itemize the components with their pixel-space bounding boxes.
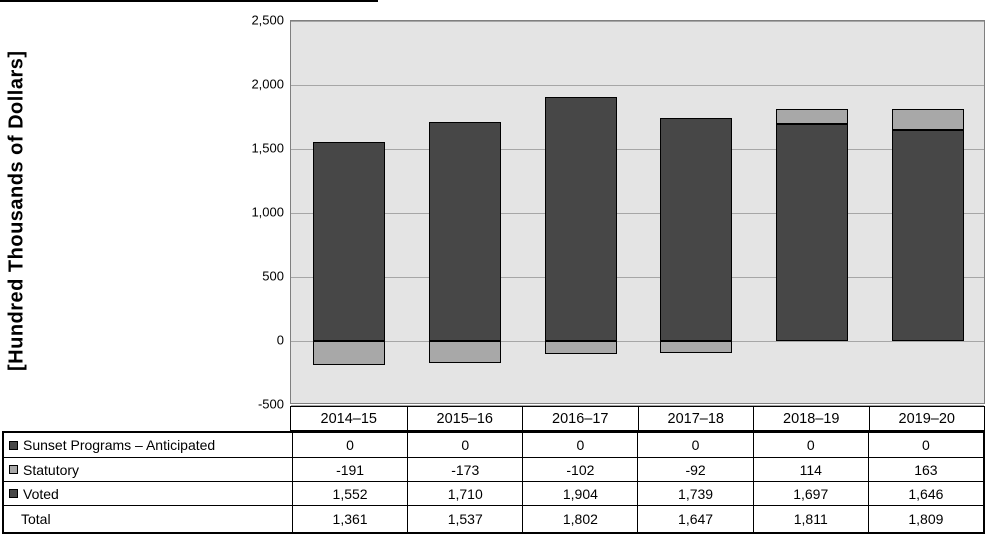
- bar-statutory-2016–17: [544, 341, 617, 355]
- x-axis-category-label: 2019–20: [868, 407, 985, 430]
- series-label-cell: Statutory: [4, 457, 292, 481]
- plot-area: [290, 20, 985, 406]
- gridline: [291, 213, 984, 214]
- gridline: [291, 341, 984, 342]
- series-value-cell: 0: [522, 433, 637, 457]
- series-value-cell: 1,904: [522, 481, 638, 505]
- x-axis-category-label: 2017–18: [637, 407, 754, 430]
- bar-voted-2014–15: [312, 142, 385, 341]
- series-value-cell: -92: [637, 457, 753, 481]
- top-rule: [0, 0, 378, 2]
- bar-statutory-2017–18: [660, 341, 733, 353]
- gridline: [291, 277, 984, 278]
- bar-voted-2017–18: [660, 118, 733, 341]
- series-value-cell: 114: [752, 457, 868, 481]
- y-axis-tick-label: 1,500: [251, 140, 284, 156]
- data-table: Sunset Programs – Anticipated 0 0 0 0 0 0 Statu…: [2, 431, 985, 534]
- series-name: Sunset Programs – Anticipated: [23, 437, 216, 453]
- gridline: [291, 405, 984, 406]
- y-axis-tick-label: 2,500: [251, 12, 284, 28]
- bar-voted-2016–17: [544, 97, 617, 341]
- bar-voted-2019–20: [892, 130, 965, 341]
- total-value-cell: 1,802: [522, 505, 638, 532]
- series-value-cell: 0: [292, 433, 407, 457]
- series-value-cell: 0: [637, 433, 752, 457]
- series-value-cell: 1,552: [292, 481, 408, 505]
- bar-voted-2015–16: [428, 122, 501, 341]
- x-axis-category-header: 2014–15 2015–16 2016–17 2017–18 2018–19 2019–…: [290, 406, 985, 431]
- gridline: [291, 149, 984, 150]
- series-label-cell: Sunset Programs – Anticipated: [4, 433, 292, 457]
- series-value-cell: 0: [407, 433, 522, 457]
- total-label-cell: Total: [4, 505, 292, 532]
- bar-voted-2018–19: [776, 123, 849, 341]
- total-value-cell: 1,809: [867, 505, 983, 532]
- bar-statutory-2014–15: [312, 341, 385, 366]
- bar-statutory-2018–19: [776, 109, 849, 124]
- y-axis-tick-label: -500: [257, 396, 284, 412]
- y-axis-title: [Hundred Thousands of Dollars]: [5, 50, 28, 372]
- gridline: [291, 85, 984, 86]
- series-value-cell: -191: [292, 457, 408, 481]
- legend-marker-voted: [9, 489, 18, 498]
- x-axis-category-label: 2014–15: [320, 410, 377, 427]
- x-axis-category-label: 2018–19: [753, 407, 869, 430]
- total-value-cell: 1,811: [752, 505, 868, 532]
- series-value-cell: 1,646: [867, 481, 983, 505]
- bar-statutory-2019–20: [892, 109, 965, 131]
- total-value-cell: 1,647: [637, 505, 753, 532]
- series-label-cell: Voted: [4, 481, 292, 505]
- gridline: [291, 21, 984, 22]
- total-value-cell: 1,361: [292, 505, 408, 532]
- series-value-cell: 1,739: [637, 481, 753, 505]
- x-axis-category-label: 2016–17: [522, 407, 638, 430]
- y-axis-tick-label: 500: [262, 268, 284, 284]
- bar-statutory-2015–16: [428, 341, 501, 364]
- series-value-cell: 0: [867, 433, 983, 457]
- total-value-cell: 1,537: [407, 505, 523, 532]
- series-value-cell: 1,710: [407, 481, 523, 505]
- series-value-cell: -102: [522, 457, 638, 481]
- legend-marker-sunset: [9, 440, 18, 450]
- series-value-cell: 1,697: [752, 481, 868, 505]
- x-axis-category-label: 2015–16: [406, 407, 523, 430]
- series-name: Voted: [23, 485, 59, 502]
- series-value-cell: 163: [867, 457, 983, 481]
- series-name: Statutory: [23, 461, 80, 478]
- y-axis-tick-label: 1,000: [251, 204, 284, 220]
- y-axis-tick-label: 2,000: [251, 76, 284, 92]
- series-value-cell: 0: [752, 433, 868, 457]
- y-axis-tick-label: 0: [276, 332, 284, 348]
- series-value-cell: -173: [407, 457, 523, 481]
- legend-marker-statutory: [9, 465, 18, 474]
